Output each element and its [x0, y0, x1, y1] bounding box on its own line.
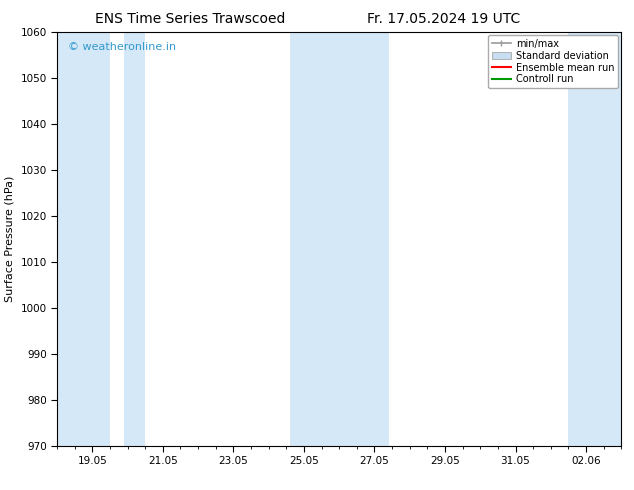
Bar — [124, 32, 145, 446]
Y-axis label: Surface Pressure (hPa): Surface Pressure (hPa) — [5, 176, 15, 302]
Legend: min/max, Standard deviation, Ensemble mean run, Controll run: min/max, Standard deviation, Ensemble me… — [488, 35, 618, 88]
Bar — [290, 32, 389, 446]
Text: © weatheronline.in: © weatheronline.in — [68, 42, 176, 52]
Bar — [569, 32, 625, 446]
Text: ENS Time Series Trawscoed: ENS Time Series Trawscoed — [95, 12, 285, 26]
Bar — [53, 32, 110, 446]
Text: Fr. 17.05.2024 19 UTC: Fr. 17.05.2024 19 UTC — [367, 12, 521, 26]
